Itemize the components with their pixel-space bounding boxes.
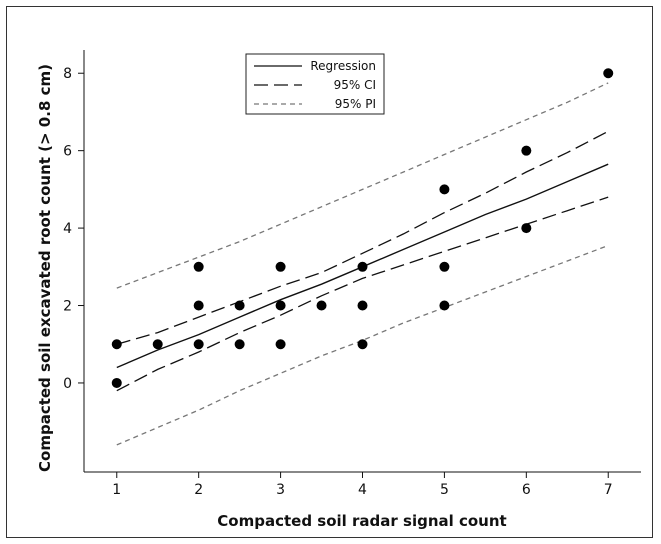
data-point xyxy=(357,339,368,350)
data-point xyxy=(521,145,532,156)
data-point xyxy=(521,223,532,234)
data-point xyxy=(275,300,286,311)
x-tick-label: 1 xyxy=(112,482,121,498)
legend-label: Regression xyxy=(310,59,376,73)
data-point xyxy=(439,300,450,311)
x-tick-label: 6 xyxy=(522,482,531,498)
pi-bound-line xyxy=(116,244,609,446)
x-tick-label: 4 xyxy=(358,482,367,498)
data-point xyxy=(193,339,204,350)
data-point xyxy=(439,184,450,195)
data-point xyxy=(234,300,245,311)
y-tick-label: 2 xyxy=(63,299,72,315)
data-point xyxy=(316,300,327,311)
pi-bound-line xyxy=(116,82,609,289)
y-axis-title: Compacted soil excavated root count (> 0… xyxy=(36,64,54,472)
data-point xyxy=(357,300,368,311)
plot-layer: 1 2 3 4 5 6 7 0 2 4 6 8 Regression 95% CI 95% PI xyxy=(63,50,641,498)
y-tick-label: 8 xyxy=(63,66,72,82)
ci-bound-line xyxy=(116,130,609,345)
data-point xyxy=(111,377,122,388)
y-tick-label: 0 xyxy=(63,376,72,392)
y-tick-label: 6 xyxy=(63,144,72,160)
x-axis-title: Compacted soil radar signal count xyxy=(217,512,506,530)
data-point xyxy=(603,68,614,79)
data-point xyxy=(152,339,163,350)
data-point xyxy=(193,261,204,272)
legend-box xyxy=(245,53,385,115)
data-point xyxy=(275,339,286,350)
ci-bound-line xyxy=(116,196,609,392)
x-tick-label: 7 xyxy=(604,482,613,498)
x-tick-label: 2 xyxy=(194,482,203,498)
legend-label: 95% PI xyxy=(335,97,376,111)
data-point xyxy=(439,261,450,272)
y-tick-label: 4 xyxy=(63,221,72,237)
data-point xyxy=(275,261,286,272)
data-point xyxy=(357,261,368,272)
legend-label: 95% CI xyxy=(334,78,376,92)
x-tick-label: 3 xyxy=(276,482,285,498)
data-point xyxy=(193,300,204,311)
data-point xyxy=(234,339,245,350)
x-tick-label: 5 xyxy=(440,482,449,498)
data-point xyxy=(111,339,122,350)
